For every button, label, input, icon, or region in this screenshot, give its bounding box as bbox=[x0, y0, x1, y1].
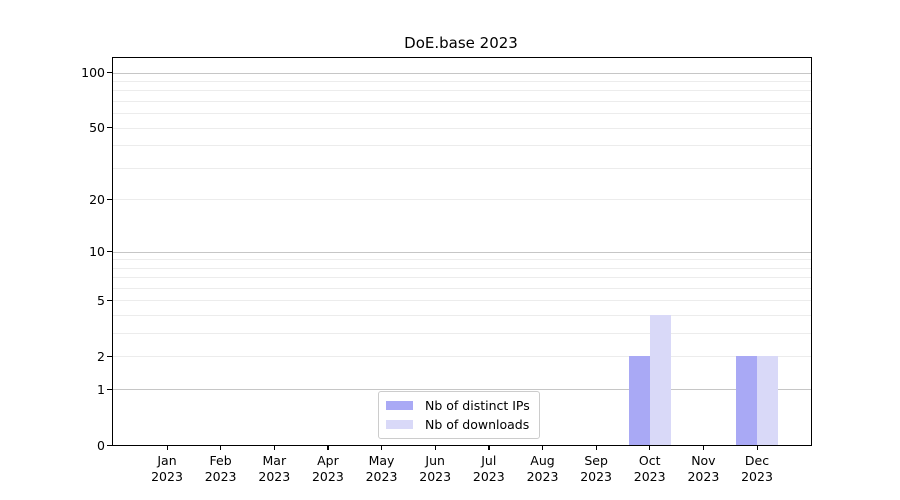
legend-entry-downloads: Nb of downloads bbox=[386, 417, 530, 432]
y-axis-tick bbox=[107, 72, 113, 74]
gridline-minor bbox=[113, 127, 811, 129]
gridline-minor bbox=[113, 199, 811, 201]
legend-label-distinct-ips: Nb of distinct IPs bbox=[425, 398, 530, 413]
x-tick-year: 2023 bbox=[633, 469, 666, 484]
gridline-minor bbox=[113, 113, 811, 115]
y-axis-tick bbox=[107, 444, 113, 446]
x-tick-month: Sep bbox=[584, 453, 608, 468]
gridline-minor bbox=[113, 300, 811, 302]
gridline-minor bbox=[113, 267, 811, 269]
y-axis-tick bbox=[107, 127, 113, 129]
bar-distinct-ips bbox=[736, 356, 757, 445]
x-axis-tick bbox=[702, 445, 705, 450]
y-axis-tick bbox=[107, 198, 113, 201]
x-tick-year: 2023 bbox=[258, 469, 291, 484]
y-tick-label: 100 bbox=[81, 65, 105, 81]
x-tick-year: 2023 bbox=[472, 469, 505, 484]
x-tick-year: 2023 bbox=[204, 469, 237, 484]
x-tick-label: Jun 2023 bbox=[403, 453, 467, 485]
gridline-minor bbox=[113, 81, 811, 82]
y-axis-tick bbox=[107, 388, 113, 390]
legend-swatch-downloads bbox=[386, 420, 413, 429]
x-tick-month: May bbox=[368, 453, 395, 468]
x-axis-tick bbox=[488, 445, 490, 450]
x-tick-month: Mar bbox=[262, 453, 287, 468]
gridline-minor bbox=[113, 356, 811, 358]
gridline-minor bbox=[113, 145, 811, 147]
gridline-minor bbox=[113, 315, 811, 317]
x-axis-tick bbox=[756, 445, 758, 450]
chart-title: DoE.base 2023 bbox=[404, 34, 518, 52]
x-tick-label: Mar 2023 bbox=[242, 453, 306, 485]
x-axis-tick bbox=[166, 445, 168, 450]
y-tick-label: 50 bbox=[89, 120, 105, 136]
x-axis-tick bbox=[327, 445, 329, 450]
y-tick-label: 2 bbox=[97, 348, 105, 364]
x-axis-tick bbox=[649, 445, 651, 450]
x-tick-month: Jul bbox=[481, 453, 497, 468]
legend-swatch-distinct-ips bbox=[386, 401, 413, 410]
x-tick-label: May 2023 bbox=[350, 453, 414, 485]
x-tick-month: Nov bbox=[691, 453, 716, 468]
x-tick-month: Jan bbox=[157, 453, 177, 468]
legend: Nb of distinct IPs Nb of downloads bbox=[378, 391, 540, 439]
y-tick-label: 1 bbox=[97, 381, 105, 397]
legend-entry-distinct-ips: Nb of distinct IPs bbox=[386, 398, 530, 413]
gridline-minor bbox=[113, 288, 811, 289]
x-tick-label: Oct 2023 bbox=[618, 453, 682, 485]
x-tick-year: 2023 bbox=[419, 469, 452, 484]
x-axis-tick bbox=[542, 445, 544, 450]
x-tick-label: Jul 2023 bbox=[457, 453, 521, 485]
bar-downloads bbox=[757, 356, 778, 445]
x-tick-year: 2023 bbox=[365, 469, 398, 484]
x-axis-tick bbox=[595, 445, 597, 450]
y-tick-label: 5 bbox=[97, 292, 105, 308]
bar-downloads bbox=[649, 315, 671, 445]
x-tick-year: 2023 bbox=[526, 469, 559, 484]
x-tick-month: Jun bbox=[425, 453, 445, 468]
x-tick-year: 2023 bbox=[311, 469, 344, 484]
x-axis-tick bbox=[220, 445, 222, 450]
x-tick-year: 2023 bbox=[687, 469, 720, 484]
x-tick-month: Apr bbox=[317, 453, 339, 468]
y-axis-tick bbox=[107, 299, 113, 302]
y-axis-tick bbox=[107, 251, 113, 253]
legend-label-downloads: Nb of downloads bbox=[425, 417, 530, 432]
x-tick-label: Nov 2023 bbox=[671, 453, 735, 485]
x-tick-label: Apr 2023 bbox=[296, 453, 360, 485]
x-tick-month: Feb bbox=[209, 453, 232, 468]
y-tick-label: 10 bbox=[89, 244, 105, 259]
x-tick-label: Jan 2023 bbox=[135, 453, 199, 485]
y-tick-label: 0 bbox=[97, 437, 105, 453]
x-axis-tick bbox=[273, 445, 276, 450]
y-tick-label: 20 bbox=[89, 191, 105, 207]
x-tick-year: 2023 bbox=[580, 469, 612, 484]
gridline-minor bbox=[113, 90, 811, 92]
x-tick-month: Oct bbox=[638, 453, 661, 468]
x-tick-label: Sep 2023 bbox=[564, 453, 628, 485]
x-tick-year: 2023 bbox=[151, 469, 183, 484]
x-tick-label: Dec 2023 bbox=[725, 453, 789, 485]
gridline-minor bbox=[113, 167, 811, 169]
gridline-minor bbox=[113, 259, 811, 261]
x-tick-label: Aug 2023 bbox=[511, 453, 575, 485]
x-tick-month: Dec bbox=[744, 453, 770, 468]
gridline-minor bbox=[113, 333, 811, 335]
x-axis-tick bbox=[381, 445, 383, 450]
gridline-major bbox=[113, 389, 811, 391]
x-axis-tick bbox=[434, 445, 436, 450]
gridline-major bbox=[113, 251, 811, 253]
gridline-minor bbox=[113, 277, 811, 279]
x-tick-month: Aug bbox=[530, 453, 555, 468]
gridline-major bbox=[113, 72, 811, 74]
gridline-minor bbox=[113, 101, 811, 102]
x-tick-label: Feb 2023 bbox=[189, 453, 253, 485]
y-axis-tick bbox=[107, 355, 113, 358]
bar-distinct-ips bbox=[628, 356, 650, 445]
plot-area: 0 1 2 5 10 20 50 100 Jan 2023 Feb 2023 Mar 2023 Apr 202… bbox=[81, 57, 812, 484]
x-tick-year: 2023 bbox=[741, 469, 773, 484]
